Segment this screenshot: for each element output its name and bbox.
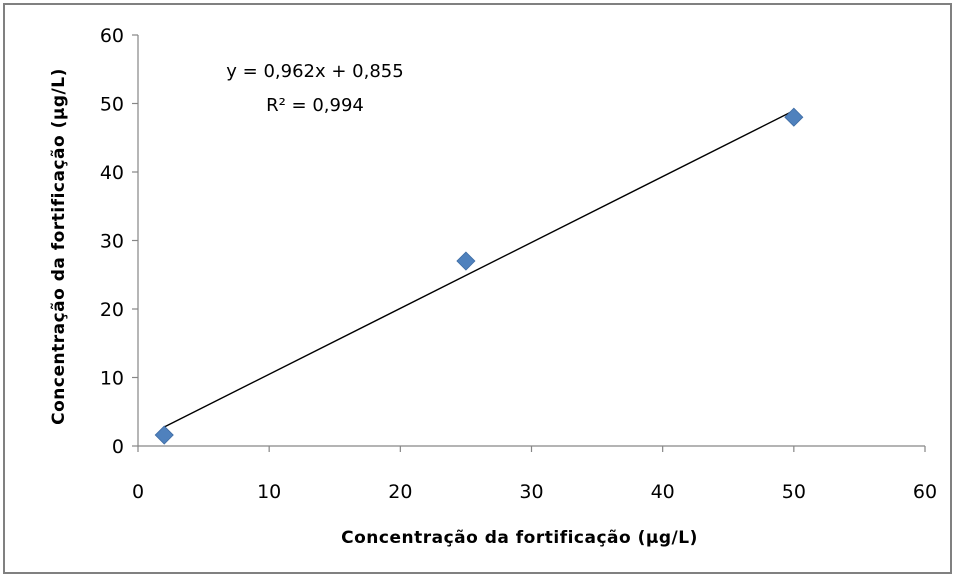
y-ticks: 0 10 20 30 40 50 60 [100, 25, 138, 458]
y-tick-label: 40 [100, 162, 124, 184]
y-tick-label: 30 [100, 231, 124, 253]
y-tick-label: 0 [112, 436, 124, 458]
y-tick-label: 50 [100, 94, 124, 116]
y-axis-title: Concentração da fortificação (µg/L) [49, 68, 69, 425]
x-ticks: 0 10 20 30 40 50 60 [132, 446, 937, 503]
data-point [784, 107, 804, 127]
x-tick-label: 40 [651, 481, 675, 503]
trendline-group [163, 110, 795, 428]
y-tick-label: 60 [100, 25, 124, 47]
trendline [163, 110, 795, 428]
trendline-equation: y = 0,962x + 0,855 [226, 61, 403, 82]
axes [137, 35, 925, 447]
trendline-r-squared: R² = 0,994 [266, 95, 364, 116]
x-tick-label: 50 [782, 481, 806, 503]
x-tick-label: 20 [388, 481, 412, 503]
data-points [154, 107, 804, 445]
y-tick-label: 10 [100, 368, 124, 390]
data-point [456, 251, 476, 271]
x-tick-label: 10 [257, 481, 281, 503]
chart-frame [3, 3, 952, 574]
x-tick-label: 60 [913, 481, 937, 503]
x-axis-title: Concentração da fortificação (µg/L) [341, 528, 698, 548]
y-tick-label: 20 [100, 299, 124, 321]
x-tick-label: 0 [132, 481, 144, 503]
data-point [154, 425, 174, 445]
x-tick-label: 30 [519, 481, 543, 503]
